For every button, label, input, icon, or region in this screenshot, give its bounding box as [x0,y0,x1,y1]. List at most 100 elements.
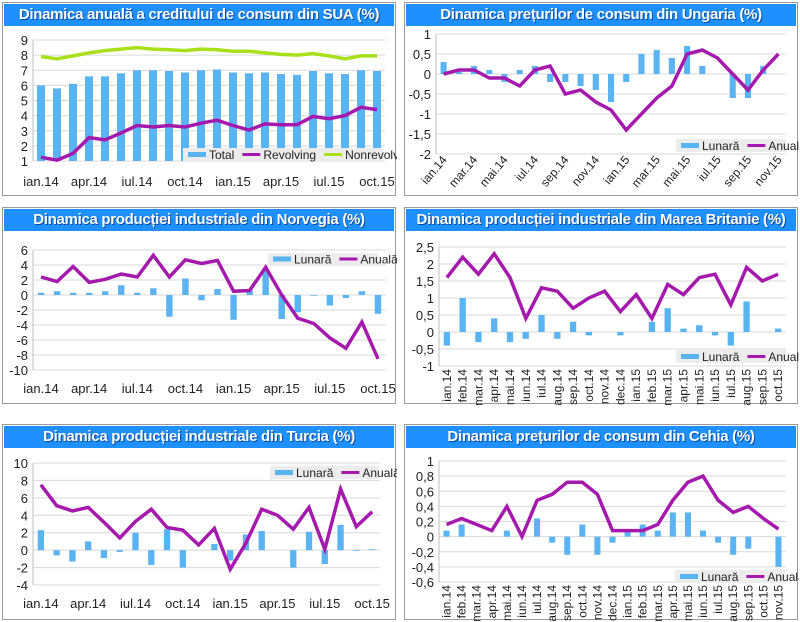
x-tick-label: apr.14 [71,381,107,396]
y-tick-label: 0,2 [416,515,434,530]
bar-oct.15 [774,328,782,332]
y-tick-label: 0,6 [416,484,434,499]
bar-ian.14 [37,292,45,295]
bar-aug.15 [337,524,344,551]
x-tick-label: sep.15 [755,369,769,405]
bar-apr.15 [669,512,676,537]
legend-label: Lunară [294,253,332,267]
x-tick-label: oct.14 [582,369,596,402]
bar-iun.14 [522,332,529,339]
chart-panel-uk-industrial: Dinamica producției industriale din Mare… [404,207,799,405]
bar-dec.14 [617,332,624,336]
bar-aug.14 [149,70,157,161]
bar-iul.15 [727,332,734,346]
bar-mar.15 [262,271,269,295]
bar-mai.14 [101,76,109,161]
y-tick-label: 3 [21,124,28,139]
bar-mai.14 [100,550,108,558]
y-tick-label: 1 [427,291,434,306]
legend-swatch-lunară [681,354,699,359]
x-tick-label: iul.14 [535,369,549,398]
x-tick-label: ian.15 [216,381,251,396]
legend-label: Anuală [360,253,397,267]
legend: Lunară Anuală [675,570,799,584]
x-tick-label: apr.15 [259,596,295,611]
x-tick-label: apr.15 [666,585,680,619]
bar-iul.14 [133,70,141,161]
y-tick-label: 5 [21,94,28,109]
x-tick-label: apr.15 [264,381,300,396]
bar-ian.14 [37,530,45,551]
y-tick-label: -1,5 [409,127,431,142]
x-tick-label: oct.15 [756,585,770,618]
chart-title: Dinamica prețurilor de consum din Ungari… [406,4,796,26]
bar-iul.15 [326,295,334,306]
bar-mai.15 [294,295,301,313]
bar-feb.14 [459,298,466,332]
x-tick-label: mar.14 [471,369,485,405]
bar-mar.14 [69,83,77,161]
line-series-anuală [39,483,374,574]
bar-ian.14 [37,85,45,161]
bar-iul.14 [132,532,139,551]
bar-mai.15 [293,74,301,161]
bar-aug.14 [148,550,155,565]
bar-nov.15 [775,536,782,567]
y-tick-label: -0,4 [412,560,434,575]
y-tick-label: -1 [419,107,431,122]
bar-sep.14 [569,321,577,332]
bar-oct.14 [181,72,189,161]
bar-nov.14 [594,536,601,555]
bar-sep.15 [358,291,366,295]
x-tick-label: mar.15 [651,585,665,621]
legend-label: Lunară [701,570,739,584]
y-tick-label: 4 [21,109,28,124]
bar-oct.15 [374,295,382,314]
bar-mar.15 [261,72,269,161]
bar-iul.15 [321,550,328,565]
bar-aug.15 [342,295,350,298]
bar-iun.14 [116,550,123,552]
bar-mai.15 [290,550,297,568]
x-tick-label: iul.14 [122,381,153,396]
bar-aug.15 [341,74,349,161]
bar-sep.14 [564,536,571,555]
bar-mai.14 [506,332,514,343]
y-tick-label: -4 [16,578,28,593]
bar-oct.14 [182,278,189,295]
bar-iul.14 [534,518,541,537]
x-tick-label: mar.14 [446,153,481,190]
bar-dec.14 [609,536,616,543]
x-tick-label: mar.14 [470,585,484,621]
bar-mai.15 [684,512,691,537]
y-tick-label: 4 [21,258,28,273]
x-tick-label: oct.15 [354,596,389,611]
y-tick-label: -2 [16,303,28,318]
x-tick-label: dec.14 [613,369,627,405]
x-tick-label: oct.14 [168,381,203,396]
legend-label: Lunară [702,350,740,364]
legend-background [676,350,786,363]
bar-apr.15 [277,74,285,161]
bar-iun.15 [700,530,707,537]
x-tick-label: ian.14 [23,174,58,189]
x-tick-label: mai.15 [692,369,706,405]
x-tick-label: apr.14 [487,369,501,403]
bar-mai.15 [696,325,703,332]
bar-sep.14 [166,295,173,317]
bar-iul.15 [715,536,722,543]
legend-label: Anuală [767,570,799,584]
legend-label: Anuală [768,139,799,153]
x-tick-label: sep.14 [566,369,580,405]
bar-aug.15 [729,74,736,98]
bar-dec.14 [211,544,218,551]
x-tick-label: mai.15 [660,153,694,190]
bar-nov.14 [592,74,599,90]
bar-sep.15 [353,550,360,552]
bar-apr.15 [278,295,285,319]
bar-sep.15 [357,70,365,161]
x-tick-label: aug.15 [726,585,740,621]
bar-feb.14 [53,550,60,556]
legend-background [183,148,383,161]
